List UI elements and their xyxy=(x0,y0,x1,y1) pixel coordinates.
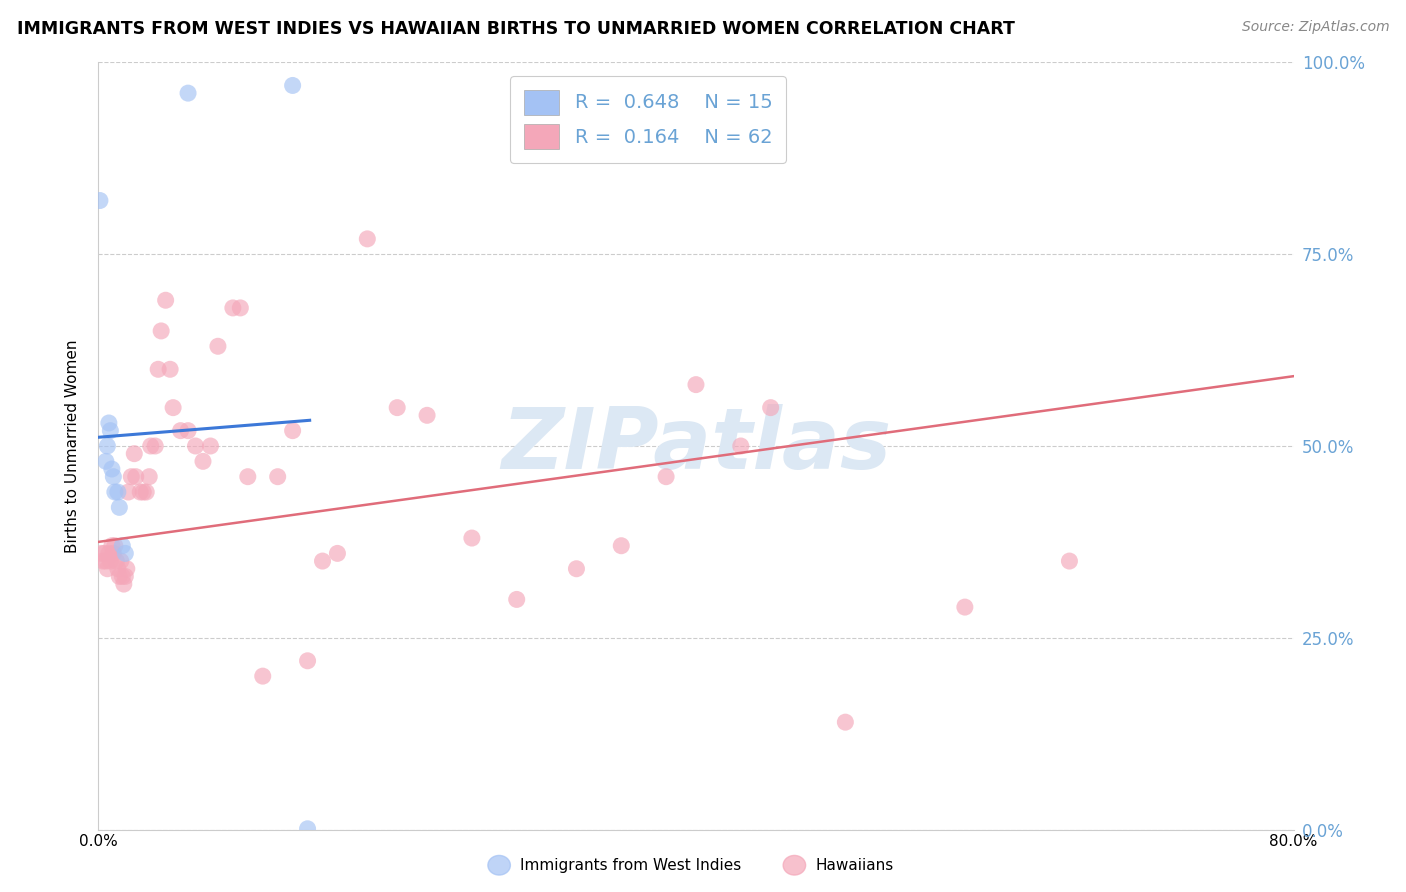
Point xyxy=(297,822,319,836)
Point xyxy=(207,339,229,353)
Point xyxy=(112,577,135,591)
Point xyxy=(461,531,484,545)
Point xyxy=(98,554,122,568)
Point xyxy=(200,439,222,453)
Point xyxy=(150,324,173,338)
Point xyxy=(117,485,139,500)
Point xyxy=(97,416,120,430)
Point xyxy=(107,485,129,500)
Text: Immigrants from West Indies: Immigrants from West Indies xyxy=(520,858,741,872)
Point xyxy=(222,301,245,315)
Point xyxy=(97,546,120,560)
Point xyxy=(730,439,752,453)
Point xyxy=(229,301,252,315)
Point xyxy=(177,424,200,438)
Point xyxy=(90,546,112,560)
Point xyxy=(104,485,127,500)
Point xyxy=(101,462,124,476)
Point xyxy=(267,469,290,483)
Point xyxy=(120,469,142,483)
Point xyxy=(169,424,191,438)
Point xyxy=(129,485,152,500)
Point xyxy=(96,439,118,453)
Point xyxy=(94,454,117,468)
Point xyxy=(107,562,129,576)
Point xyxy=(108,500,131,515)
Point xyxy=(89,194,111,208)
Point xyxy=(311,554,333,568)
Legend: R =  0.648    N = 15, R =  0.164    N = 62: R = 0.648 N = 15, R = 0.164 N = 62 xyxy=(510,76,786,163)
Point xyxy=(138,469,160,483)
Point xyxy=(103,469,125,483)
Point xyxy=(115,562,138,576)
Point xyxy=(159,362,181,376)
Point xyxy=(108,569,131,583)
Point xyxy=(252,669,274,683)
Text: ZIPatlas: ZIPatlas xyxy=(501,404,891,488)
Point xyxy=(96,562,118,576)
Point xyxy=(143,439,166,453)
Point xyxy=(110,554,132,568)
Point xyxy=(416,409,439,423)
Point xyxy=(111,539,134,553)
Point xyxy=(162,401,184,415)
Text: Source: ZipAtlas.com: Source: ZipAtlas.com xyxy=(1241,20,1389,34)
Point xyxy=(101,539,124,553)
Point xyxy=(834,715,856,730)
Point xyxy=(135,485,157,500)
Point xyxy=(104,539,127,553)
Point xyxy=(1059,554,1081,568)
Point xyxy=(111,569,134,583)
Point xyxy=(105,554,128,568)
Point xyxy=(98,424,122,438)
Point xyxy=(184,439,207,453)
Point xyxy=(506,592,529,607)
Point xyxy=(685,377,707,392)
Point xyxy=(297,654,319,668)
Point xyxy=(125,469,148,483)
Point xyxy=(356,232,378,246)
Point xyxy=(759,401,782,415)
Y-axis label: Births to Unmarried Women: Births to Unmarried Women xyxy=(65,339,80,553)
Point xyxy=(281,424,304,438)
Point xyxy=(91,554,114,568)
Point xyxy=(953,600,976,615)
Text: IMMIGRANTS FROM WEST INDIES VS HAWAIIAN BIRTHS TO UNMARRIED WOMEN CORRELATION CH: IMMIGRANTS FROM WEST INDIES VS HAWAIIAN … xyxy=(17,20,1015,37)
Point xyxy=(191,454,214,468)
Point xyxy=(655,469,678,483)
Point xyxy=(610,539,633,553)
Point xyxy=(94,554,117,568)
Point xyxy=(281,78,304,93)
Point xyxy=(114,546,136,560)
Point xyxy=(565,562,588,576)
Point xyxy=(103,546,125,560)
Point xyxy=(385,401,409,415)
Point xyxy=(148,362,170,376)
Point xyxy=(139,439,162,453)
Text: Hawaiians: Hawaiians xyxy=(815,858,894,872)
Point xyxy=(155,293,177,308)
Point xyxy=(177,86,200,100)
Point xyxy=(326,546,349,560)
Point xyxy=(93,546,115,560)
Point xyxy=(132,485,155,500)
Point xyxy=(124,447,146,461)
Point xyxy=(114,569,136,583)
Point xyxy=(236,469,259,483)
